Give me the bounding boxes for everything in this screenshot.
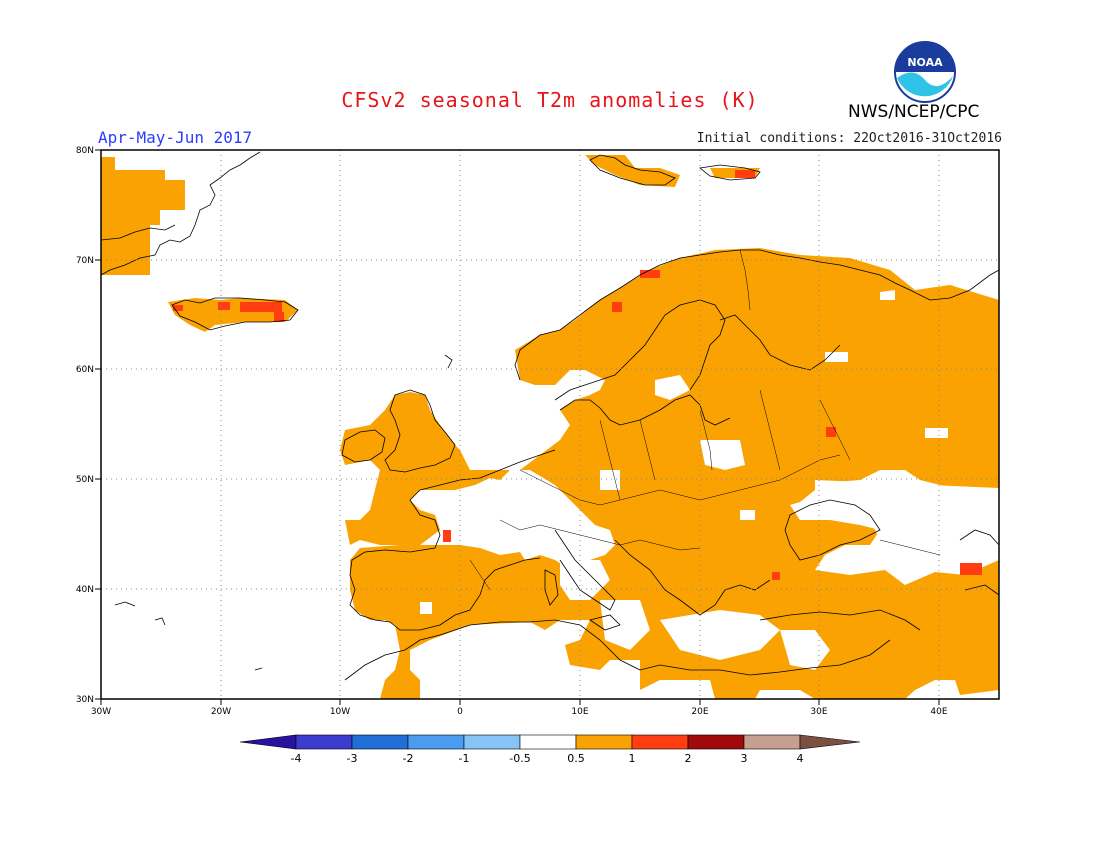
colorbar-swatch <box>351 734 409 750</box>
agency-label: NWS/NCEP/CPC <box>848 102 980 122</box>
colorbar-label: -0.5 <box>509 752 530 765</box>
colorbar-label: 4 <box>797 752 804 765</box>
colorbar-label: 2 <box>685 752 692 765</box>
lon-tick-label: 30E <box>810 707 827 717</box>
lat-tick-label: 50N <box>76 475 94 485</box>
lat-tick-label: 80N <box>76 146 94 156</box>
logo-text: NOAA <box>907 56 943 69</box>
colorbar-label: 0.5 <box>567 752 585 765</box>
lon-tick-label: 10W <box>330 707 350 717</box>
axis-ticks <box>95 149 940 705</box>
lat-tick-label: 60N <box>76 365 94 375</box>
colorbar-swatch <box>687 734 745 750</box>
initial-conditions: Initial conditions: 22Oct2016-31Oct2016 <box>696 131 1002 146</box>
colorbar-swatch <box>575 734 633 750</box>
colorbar-swatch <box>407 734 465 750</box>
colorbar-swatches <box>239 734 861 750</box>
colorbar-swatch <box>519 734 577 750</box>
neutral-patches <box>420 290 999 670</box>
colorbar-label: -4 <box>291 752 302 765</box>
colorbar-arrow-high <box>799 734 861 750</box>
colorbar-label: -1 <box>459 752 470 765</box>
coastlines <box>100 151 1000 681</box>
colorbar-label: 1 <box>629 752 636 765</box>
chart-title: CFSv2 seasonal T2m anomalies (K) <box>341 88 759 112</box>
colorbar-swatch <box>743 734 801 750</box>
lon-tick-label: 10E <box>571 707 588 717</box>
colorbar-label: -3 <box>347 752 358 765</box>
lat-tick-label: 30N <box>76 695 94 705</box>
lon-tick-label: 30W <box>91 707 111 717</box>
lat-tick-label: 70N <box>76 256 94 266</box>
colorbar-swatch <box>463 734 521 750</box>
lon-tick-label: 20W <box>211 707 231 717</box>
noaa-logo: NOAA <box>894 41 956 103</box>
colorbar-label: 3 <box>741 752 748 765</box>
lat-tick-label: 40N <box>76 585 94 595</box>
borders <box>469 249 941 591</box>
forecast-period: Apr-May-Jun 2017 <box>98 128 253 147</box>
colorbar-arrow-low <box>239 734 297 750</box>
hot-anomaly-spots <box>173 170 982 580</box>
colorbar-label: -2 <box>403 752 414 765</box>
colorbar-swatch <box>631 734 689 750</box>
colorbar-swatch <box>295 734 353 750</box>
lon-tick-label: 20E <box>691 707 708 717</box>
lon-tick-label: 40E <box>930 707 947 717</box>
map-frame <box>100 149 1000 700</box>
lon-tick-label: 0 <box>457 707 463 717</box>
